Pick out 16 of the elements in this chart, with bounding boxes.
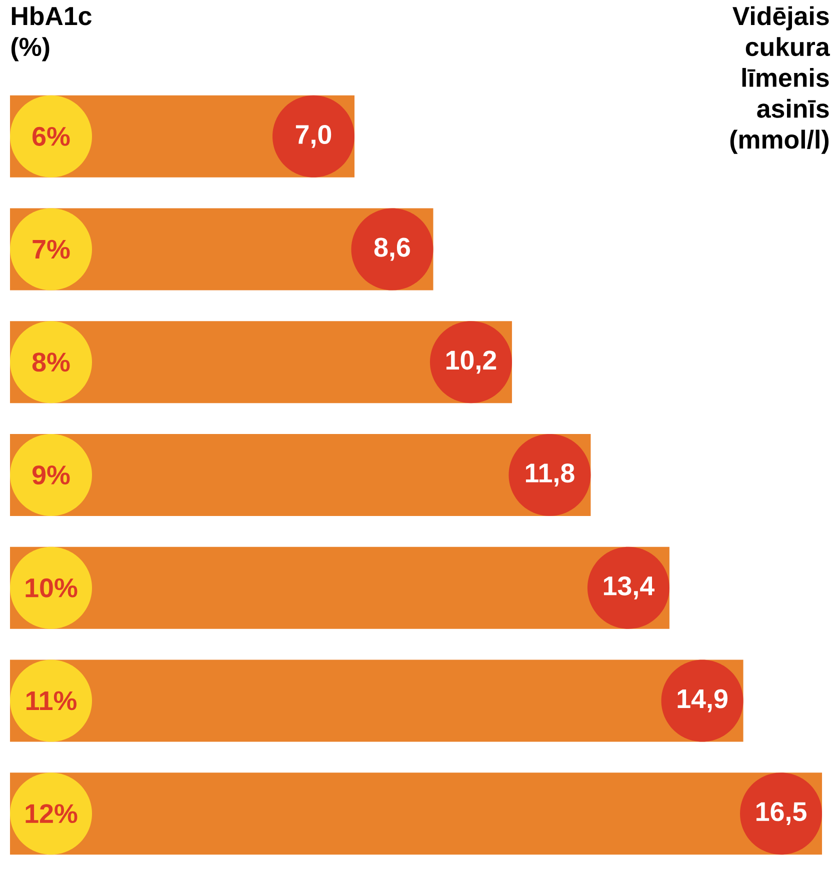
data-label: 10,2 [446, 350, 496, 374]
data-label: 7,0 [296, 124, 332, 148]
y-tick-label: 10% [26, 578, 78, 598]
y-tick-label: 9% [32, 465, 70, 485]
data-label: 8,6 [374, 238, 410, 261]
data-label: 16,5 [756, 802, 806, 826]
data-label: 14,9 [678, 689, 728, 712]
y-tick-label: 12% [26, 804, 78, 824]
y-tick-label: 8% [32, 352, 70, 372]
y-tick-label: 7% [32, 240, 70, 259]
y-tick-label: 11% [26, 691, 76, 710]
y2-axis-title: Vidējais cukura līmenis asinīs (mmol/l) [730, 6, 830, 154]
data-label: 13,4 [604, 576, 654, 600]
y-tick-label: 6% [32, 126, 70, 146]
data-label: 11,8 [526, 464, 574, 486]
y-axis-title: HbA1c (%) [11, 6, 92, 62]
